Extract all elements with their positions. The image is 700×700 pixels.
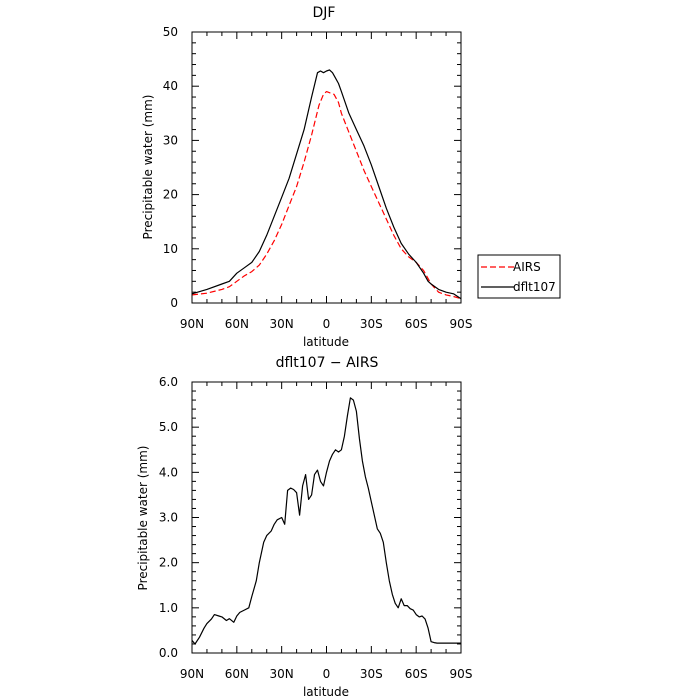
bottom-chart-frame — [191, 381, 462, 654]
bottom-chart-xlabel: latitude — [303, 685, 349, 699]
y-tick-label: 4.0 — [159, 465, 178, 479]
y-tick-label: 40 — [163, 79, 178, 93]
y-tick-label: 5.0 — [159, 420, 178, 434]
y-tick-label: 0.0 — [159, 646, 178, 660]
x-tick-label: 30N — [270, 317, 294, 331]
top-chart-series — [191, 69, 462, 300]
x-tick-label: 0 — [323, 667, 331, 681]
legend-label-airs: AIRS — [513, 260, 541, 274]
top-chart-frame — [191, 31, 462, 304]
x-tick-label: 90N — [180, 317, 204, 331]
legend-label-dflt107: dflt107 — [513, 280, 556, 294]
top-chart: DJF Precipitable water (mm) latitude 90N… — [141, 5, 561, 349]
top-chart-tick-labels: 90N 60N 30N 0 30S 60S 90S 0 10 20 30 40 50 — [163, 25, 473, 331]
series-line-dflt107 — [191, 69, 462, 300]
y-tick-label: 50 — [163, 25, 178, 39]
x-tick-label: 60N — [225, 667, 249, 681]
x-tick-label: 90S — [450, 317, 473, 331]
top-chart-title: DJF — [313, 5, 336, 21]
legend-box — [477, 254, 561, 299]
x-tick-label: 30S — [360, 667, 383, 681]
top-chart-ylabel: Precipitable water (mm) — [141, 95, 155, 240]
x-tick-label: 90N — [180, 667, 204, 681]
bottom-chart-ylabel: Precipitable water (mm) — [136, 446, 150, 591]
x-tick-label: 60S — [405, 667, 428, 681]
x-tick-label: 60N — [225, 317, 249, 331]
series-line-dflt107-airs — [191, 397, 461, 645]
bottom-chart-tick-labels: 90N 60N 30N 0 30S 60S 90S 0.0 1.0 2.0 3.0 4.0 5.0 6.0 — [159, 375, 473, 681]
y-tick-label: 30 — [163, 133, 178, 147]
y-tick-label: 1.0 — [159, 601, 178, 615]
y-tick-label: 3.0 — [159, 511, 178, 525]
top-chart-xlabel: latitude — [303, 335, 349, 349]
y-tick-label: 6.0 — [159, 375, 178, 389]
x-tick-label: 30N — [270, 667, 294, 681]
y-tick-label: 2.0 — [159, 556, 178, 570]
x-tick-label: 0 — [323, 317, 331, 331]
x-tick-label: 30S — [360, 317, 383, 331]
x-tick-label: 90S — [450, 667, 473, 681]
top-chart-legend: AIRS dflt107 — [477, 254, 561, 299]
y-tick-label: 0 — [170, 296, 178, 310]
y-tick-label: 20 — [163, 188, 178, 202]
x-tick-label: 60S — [405, 317, 428, 331]
bottom-chart: dflt107 − AIRS Precipitable water (mm) l… — [136, 355, 472, 699]
bottom-chart-title: dflt107 − AIRS — [276, 355, 379, 371]
y-tick-label: 10 — [163, 242, 178, 256]
series-line-airs — [191, 90, 462, 300]
bottom-chart-series — [191, 397, 461, 645]
